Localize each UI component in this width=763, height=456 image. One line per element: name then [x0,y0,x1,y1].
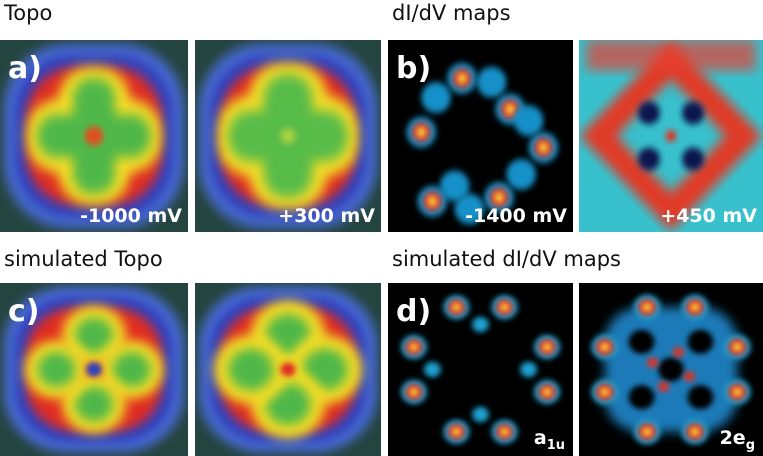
caption-sub: 1u [547,438,565,453]
blob [691,428,700,436]
blob [638,148,660,171]
blob [505,104,514,114]
blob [520,362,537,378]
blob [75,318,113,353]
blob [688,385,714,409]
blob [472,407,489,423]
blob [682,148,704,171]
blob [691,303,700,311]
blob [733,388,742,396]
blob [428,196,437,206]
blob [281,128,296,143]
blob [733,343,742,351]
panel-label: c) [8,294,40,329]
blob [421,82,451,113]
blob [647,357,658,367]
blob [424,362,441,378]
blob [452,303,460,311]
blob [75,387,113,422]
blob [643,303,652,311]
blob [472,317,489,333]
blob [658,382,669,392]
blob [514,105,544,136]
caption-main: a [534,427,547,449]
panel-label: a) [8,51,42,86]
blob [543,388,551,396]
shape [586,40,755,71]
blob [477,67,507,98]
blob [682,101,704,124]
blob [665,130,676,142]
header: dI/dV maps [392,1,511,25]
blob [543,343,551,351]
image-panel [579,40,763,232]
panel-label: b) [396,51,431,86]
image-panel [195,40,381,232]
blob [601,343,610,351]
blob [410,343,418,351]
blob [638,101,660,124]
panel-label: d) [396,294,431,329]
panel-caption: +300 mV [278,205,375,227]
figure: Topo dI/dV maps simulated Topo simulated… [0,0,763,456]
blob [410,388,418,396]
caption-main: 2e [720,427,746,449]
blob [494,193,503,203]
blob [86,363,101,377]
blob [673,347,684,357]
blob [629,330,655,354]
blob [500,303,508,311]
blob [85,126,104,145]
blob [281,363,296,377]
blob [228,349,273,391]
blob [452,428,460,436]
panel-caption: -1400 mV [465,205,567,227]
blob [38,352,76,387]
image-panel [195,283,381,456]
blob [684,371,695,381]
panel-caption: -1000 mV [80,205,182,227]
blob [658,357,684,381]
blob [113,352,151,387]
blob [500,428,508,436]
header: simulated dI/dV maps [392,247,621,271]
caption-sub: g [746,438,755,453]
blob [539,143,548,153]
panel-caption: +450 mV [660,205,757,227]
blob [601,388,610,396]
header: simulated Topo [4,247,163,271]
blob [457,74,466,84]
blob [417,127,426,137]
blob [643,428,652,436]
header: Topo [3,1,52,25]
blob [506,159,536,190]
blob [688,330,714,354]
blob [629,385,655,409]
